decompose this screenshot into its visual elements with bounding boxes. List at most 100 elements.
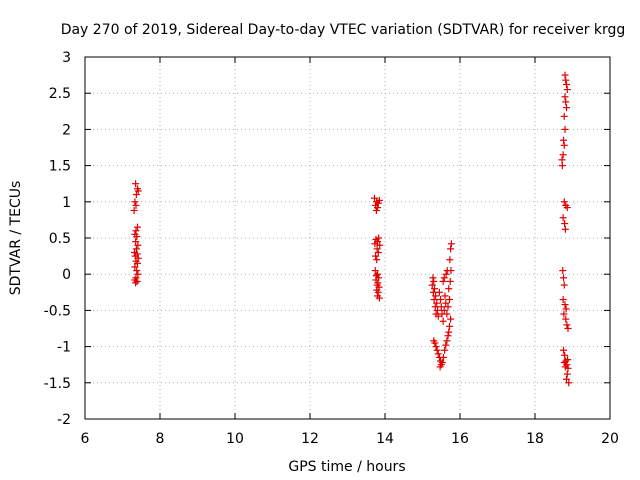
y-tick-label: 1.5 [49, 159, 71, 175]
x-tick-label: 10 [226, 431, 244, 447]
data-point-marker [133, 267, 141, 275]
data-point-marker [561, 363, 569, 371]
data-point-marker [132, 191, 140, 199]
data-point-marker [439, 317, 447, 325]
data-points [130, 71, 573, 387]
data-point-marker [561, 301, 569, 309]
data-point-marker [563, 86, 571, 94]
data-point-marker [372, 206, 380, 214]
data-point-marker [437, 296, 444, 304]
data-point-marker [564, 356, 572, 364]
data-point-marker [446, 256, 454, 264]
data-point-marker [565, 379, 573, 387]
y-tick-label: 0.5 [49, 231, 71, 247]
data-point-marker [561, 220, 569, 228]
data-point-marker [440, 274, 448, 282]
data-point-marker [440, 306, 448, 314]
y-tick-label: 0 [62, 267, 71, 283]
data-point-marker [430, 277, 438, 285]
data-point-marker [437, 303, 445, 311]
data-point-marker [371, 194, 378, 202]
data-point-marker [441, 346, 449, 354]
data-point-marker [130, 206, 138, 214]
data-point-marker [445, 285, 453, 293]
data-point-marker [436, 363, 444, 371]
data-point-marker [132, 245, 140, 253]
data-point-marker [561, 125, 569, 133]
x-tick-label: 20 [601, 431, 619, 447]
data-point-marker [562, 315, 570, 323]
grid-lines [85, 57, 610, 419]
axis-ticks [84, 56, 611, 420]
y-tick-label: 2.5 [49, 86, 71, 102]
data-point-marker [431, 303, 439, 311]
x-tick-label: 14 [376, 431, 394, 447]
x-axis-label: GPS time / hours [288, 459, 405, 475]
data-point-marker [133, 233, 141, 241]
data-point-marker [443, 310, 451, 318]
data-point-marker [432, 292, 440, 300]
data-point-marker [434, 306, 441, 314]
data-point-marker [560, 274, 567, 282]
x-tick-label: 16 [451, 431, 469, 447]
data-point-marker [134, 270, 142, 278]
data-point-marker [434, 312, 442, 320]
data-point-marker [560, 112, 568, 120]
data-point-marker [374, 248, 382, 256]
data-point-marker [442, 341, 450, 349]
data-point-marker [563, 321, 571, 329]
data-point-marker [430, 296, 438, 304]
data-point-marker [439, 277, 447, 285]
x-tick-label: 12 [301, 431, 319, 447]
data-point-marker [559, 214, 567, 222]
chart-title: Day 270 of 2019, Sidereal Day-to-day VTE… [61, 22, 626, 38]
data-point-marker [375, 294, 383, 302]
data-point-marker [445, 328, 453, 336]
data-point-marker [563, 370, 571, 378]
data-point-marker [132, 180, 140, 188]
data-point-marker [435, 288, 443, 296]
data-point-marker [562, 305, 570, 313]
data-point-marker [429, 288, 437, 296]
data-point-marker [564, 325, 572, 332]
data-point-marker [131, 263, 139, 271]
data-point-marker [444, 332, 452, 340]
data-point-marker [376, 241, 384, 249]
data-point-marker [134, 241, 142, 249]
data-point-marker [432, 343, 440, 351]
y-tick-label: -2 [57, 412, 71, 428]
data-point-marker [442, 299, 450, 307]
x-tick-label: 6 [81, 431, 90, 447]
data-point-marker [447, 245, 455, 253]
data-point-marker [134, 223, 141, 231]
data-point-marker [132, 238, 140, 246]
data-point-marker [132, 201, 140, 209]
data-point-marker [562, 76, 570, 84]
data-point-marker [446, 322, 453, 330]
data-point-marker [561, 71, 569, 79]
data-point-marker [560, 136, 567, 144]
y-tick-label: -1.5 [44, 376, 71, 392]
y-tick-label: 3 [62, 50, 71, 66]
data-point-marker [443, 267, 451, 275]
data-point-marker [561, 351, 569, 359]
data-point-marker [563, 104, 570, 112]
data-point-marker [371, 267, 379, 275]
data-point-marker [433, 299, 441, 307]
data-point-marker [431, 285, 438, 293]
data-point-marker [443, 337, 451, 345]
data-point-marker [558, 162, 566, 170]
data-point-marker [560, 310, 568, 318]
data-point-marker [431, 339, 439, 347]
y-tick-label: -0.5 [44, 303, 71, 319]
data-point-marker [429, 274, 437, 282]
y-tick-label: -1 [57, 340, 71, 356]
data-point-marker [559, 151, 567, 159]
data-point-marker [559, 296, 567, 304]
data-point-marker [375, 196, 383, 204]
data-point-marker [438, 359, 446, 367]
y-tick-label: 2 [62, 122, 71, 138]
data-point-marker [374, 270, 381, 278]
